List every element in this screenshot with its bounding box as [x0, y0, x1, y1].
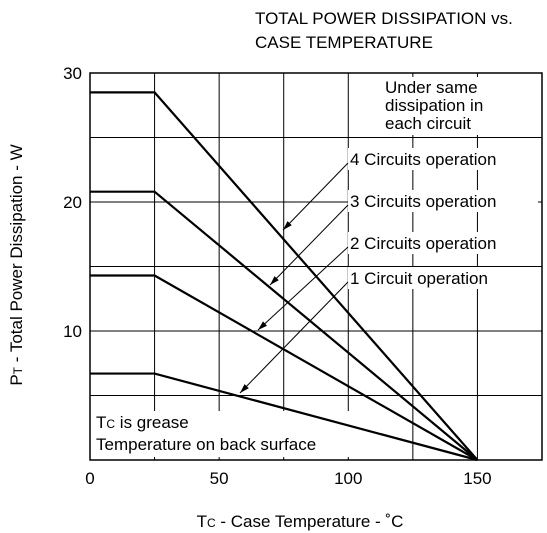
leader-line [269, 204, 349, 286]
y-axis-label: PT - Total Power Dissipation - W [7, 144, 26, 385]
x-label-rest: - Case Temperature - ˚C [216, 512, 404, 531]
note-bg [382, 77, 502, 135]
series-line [90, 91, 479, 461]
chart-title: CASE TEMPERATURE [255, 33, 433, 52]
y-label-main: P [7, 374, 26, 385]
series-label: 4 Circuits operation [350, 150, 496, 169]
series-line [90, 372, 478, 462]
y-label-rest: - Total Power Dissipation - W [7, 144, 26, 367]
series-label: 3 Circuits operation [350, 192, 496, 211]
arrow-head [258, 321, 268, 330]
arrow-head [240, 384, 249, 393]
annotation-part: is grease [115, 413, 189, 432]
label-bg [348, 148, 538, 170]
label-bg [348, 232, 538, 254]
annotation-part: T [96, 413, 106, 432]
annotation: each circuit [385, 114, 471, 133]
x-tick-label: 50 [210, 469, 229, 488]
series-line [90, 190, 479, 461]
note-bg [94, 411, 379, 457]
x-label-main: T [197, 512, 207, 531]
series-label: 1 Circuit operation [350, 269, 488, 288]
chart-title: TOTAL POWER DISSIPATION vs. [255, 9, 513, 28]
y-tick-label: 20 [63, 193, 82, 212]
x-tick-label: 100 [334, 469, 362, 488]
x-label-sub: C [207, 516, 216, 530]
y-label-sub: T [11, 366, 25, 374]
y-tick-label: 10 [63, 322, 82, 341]
arrow-head [270, 276, 279, 285]
annotation: TC is grease [96, 413, 189, 432]
annotation: dissipation in [385, 96, 483, 115]
y-tick-label: 30 [63, 64, 82, 83]
annotation: Under same [385, 78, 478, 97]
label-bg [348, 267, 524, 289]
x-tick-label: 150 [463, 469, 491, 488]
leader-line [257, 246, 349, 331]
annotation: Temperature on back surface [96, 435, 316, 454]
annotation-part: C [106, 417, 115, 431]
x-tick-label: 0 [85, 469, 94, 488]
leader-line [282, 162, 349, 231]
series-label: 2 Circuits operation [350, 234, 496, 253]
leader-line [239, 281, 349, 394]
series-line [90, 274, 478, 461]
x-axis-label: TC - Case Temperature - ˚C [197, 512, 404, 531]
arrow-head [283, 221, 292, 230]
plot-frame [89, 72, 543, 461]
label-bg [348, 190, 538, 212]
